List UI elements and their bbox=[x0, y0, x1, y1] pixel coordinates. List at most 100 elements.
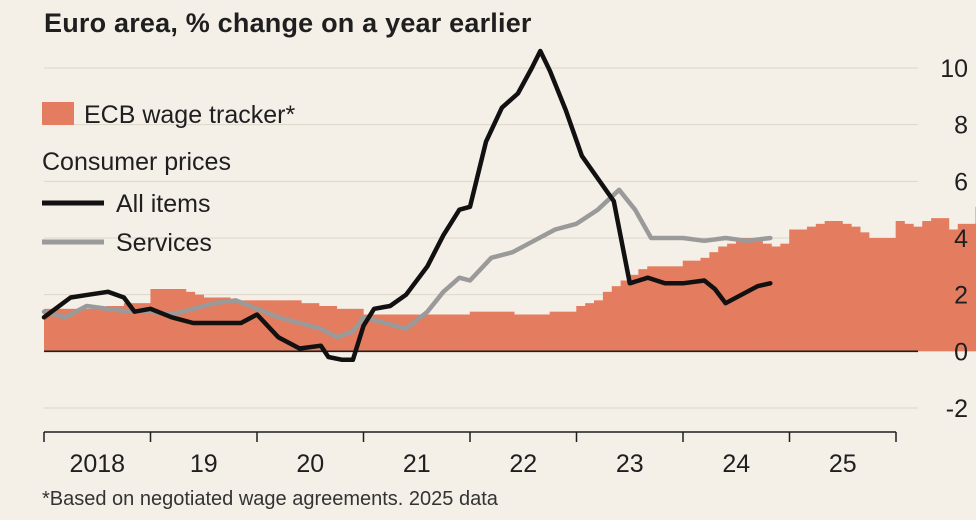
wage-bar bbox=[860, 232, 870, 352]
wage-bar bbox=[301, 303, 311, 352]
wage-bar bbox=[496, 311, 506, 352]
wage-bar bbox=[611, 286, 621, 352]
wage-bar bbox=[132, 303, 142, 352]
y-tick-label: 0 bbox=[954, 338, 968, 366]
wage-bar bbox=[922, 221, 932, 352]
wage-bar bbox=[966, 223, 976, 352]
wage-bar bbox=[523, 314, 533, 352]
wage-bar bbox=[274, 300, 284, 352]
wage-bar bbox=[673, 266, 684, 352]
wage-bar bbox=[106, 306, 116, 352]
wage-bar bbox=[700, 257, 710, 352]
x-tick-label: 22 bbox=[509, 450, 537, 478]
wage-bar bbox=[656, 266, 666, 352]
wage-bar bbox=[833, 221, 843, 352]
wage-bar bbox=[79, 308, 89, 352]
footnote: *Based on negotiated wage agreements. 20… bbox=[42, 488, 498, 510]
legend-swatch-wage bbox=[42, 102, 74, 125]
wage-bar bbox=[682, 260, 692, 352]
wage-bar bbox=[292, 300, 302, 352]
wage-bar bbox=[327, 306, 338, 352]
wage-bar bbox=[647, 266, 657, 352]
wage-bar bbox=[602, 291, 613, 352]
wage-bar bbox=[594, 300, 604, 352]
wage-bar bbox=[168, 289, 178, 352]
wage-bar bbox=[505, 311, 515, 352]
wage-bar bbox=[691, 260, 701, 352]
wage-bar bbox=[61, 308, 71, 352]
y-tick-label: 2 bbox=[954, 282, 968, 310]
wage-bars bbox=[44, 206, 976, 352]
gridlines bbox=[44, 67, 918, 409]
wage-bar bbox=[398, 314, 409, 352]
y-tick-label: 10 bbox=[940, 55, 968, 83]
legend-label-wage: ECB wage tracker* bbox=[84, 101, 295, 129]
x-tick-label: 21 bbox=[403, 450, 431, 478]
wage-bar bbox=[948, 229, 959, 352]
wage-bar bbox=[798, 229, 808, 352]
wage-bar bbox=[585, 303, 595, 352]
wage-bar bbox=[824, 221, 834, 352]
series-lines bbox=[41, 48, 773, 363]
wage-bar bbox=[789, 229, 799, 352]
wage-bar bbox=[904, 223, 914, 352]
wage-bar bbox=[567, 311, 577, 352]
x-tick-label: 2018 bbox=[69, 450, 125, 478]
wage-bar bbox=[771, 246, 781, 352]
wage-bar bbox=[443, 314, 453, 352]
wage-bar bbox=[940, 218, 950, 352]
legend-title: Consumer prices bbox=[42, 148, 231, 176]
wage-bar bbox=[806, 226, 817, 352]
x-axis: 2018 19 20 21 22 23 24 25 bbox=[43, 431, 897, 478]
wage-bar bbox=[230, 300, 240, 352]
wage-bar bbox=[665, 266, 675, 352]
wage-bar bbox=[744, 238, 755, 352]
wage-bar bbox=[159, 289, 169, 352]
y-axis: 10 8 6 4 2 0 -2 bbox=[940, 55, 968, 423]
wage-bar bbox=[851, 226, 861, 352]
wage-bar bbox=[44, 308, 54, 352]
wage-bar bbox=[248, 300, 258, 352]
wage-bar bbox=[416, 314, 426, 352]
wage-bar bbox=[123, 303, 134, 352]
x-tick-label: 25 bbox=[829, 450, 857, 478]
wage-bar bbox=[478, 311, 488, 352]
wage-bar bbox=[283, 300, 293, 352]
wage-bar bbox=[407, 314, 417, 352]
wage-bar bbox=[460, 314, 471, 352]
wage-bar bbox=[88, 308, 98, 352]
all-items-line bbox=[41, 48, 773, 363]
y-tick-label: 8 bbox=[954, 112, 968, 140]
wage-bar bbox=[114, 306, 125, 352]
wage-bar bbox=[877, 238, 888, 352]
wage-bar bbox=[336, 308, 346, 352]
y-tick-label: 6 bbox=[954, 168, 968, 196]
wage-bar bbox=[931, 218, 941, 352]
wage-bar bbox=[150, 289, 160, 352]
wage-bar bbox=[869, 238, 879, 352]
wage-bar bbox=[514, 314, 524, 352]
wage-bar bbox=[372, 314, 382, 352]
wage-bar bbox=[381, 314, 391, 352]
wage-bar bbox=[452, 314, 462, 352]
wage-bar bbox=[434, 314, 444, 352]
legend: ECB wage tracker* Consumer prices All item… bbox=[42, 101, 295, 257]
legend-label-services: Services bbox=[116, 229, 212, 257]
x-tick-label: 19 bbox=[190, 450, 218, 478]
y-tick-label: 4 bbox=[954, 225, 968, 253]
wage-bar bbox=[913, 226, 923, 352]
chart-title: Euro area, % change on a year earlier bbox=[44, 8, 532, 38]
x-tick-label: 24 bbox=[722, 450, 750, 478]
wage-bar bbox=[256, 300, 267, 352]
services-line bbox=[41, 187, 773, 340]
wage-bar bbox=[815, 223, 825, 352]
wage-bar bbox=[52, 308, 63, 352]
wage-bar bbox=[487, 311, 497, 352]
wage-bar bbox=[842, 223, 852, 352]
wage-bar bbox=[354, 308, 364, 352]
wage-bar bbox=[753, 240, 763, 352]
x-tick-label: 23 bbox=[616, 450, 644, 478]
x-tick-label: 20 bbox=[296, 450, 324, 478]
y-tick-label: -2 bbox=[946, 395, 968, 423]
